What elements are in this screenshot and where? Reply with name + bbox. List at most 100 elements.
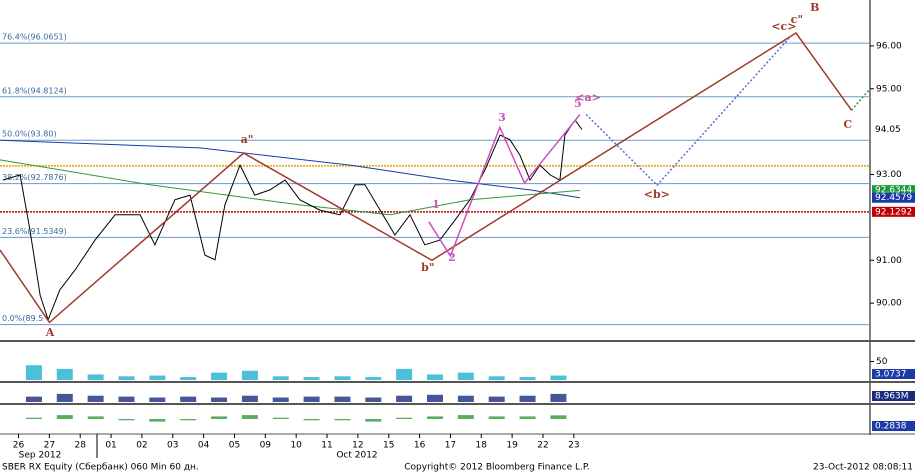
indicator-bar xyxy=(396,417,413,419)
indicator-bar xyxy=(149,419,166,422)
y-tick-label: 90.00 xyxy=(876,299,902,309)
x-tick-label: 04 xyxy=(198,441,210,451)
wave-label: 1 xyxy=(432,198,440,211)
price-tag-label: 94.05 xyxy=(875,125,901,135)
indicator-bar xyxy=(550,415,567,419)
indicator-bar xyxy=(488,416,505,419)
panel-tag-label: 0.2838 xyxy=(875,422,907,432)
wave-label: c" xyxy=(791,13,803,26)
x-tick-label: 23 xyxy=(568,441,579,451)
moving-average xyxy=(0,139,581,199)
x-tick-label: 05 xyxy=(229,441,240,451)
indicator-bar xyxy=(365,397,382,402)
indicator-bar xyxy=(87,395,104,402)
x-tick-label: 10 xyxy=(290,441,302,451)
x-tick-label: 02 xyxy=(136,441,147,451)
price-line xyxy=(2,119,583,322)
indicator-bar xyxy=(118,376,135,380)
panel-tag xyxy=(872,421,915,431)
indicator-bar xyxy=(87,416,104,419)
fib-label: 0.0%(89.5 xyxy=(2,314,43,323)
moving-average xyxy=(0,159,581,216)
indicator-bar xyxy=(211,416,228,419)
price-tag-label: 92.4579 xyxy=(875,193,912,203)
x-tick-label: 03 xyxy=(167,441,178,451)
panel-tag xyxy=(872,369,915,379)
fib-label: 50.0%(93.80) xyxy=(2,130,57,139)
x-tick-label: 01 xyxy=(105,441,116,451)
panel-tag-label: 8.963M xyxy=(875,392,909,402)
wave-label: <b> xyxy=(644,188,670,201)
indicator-bar xyxy=(149,375,166,380)
y-tick-label: 91.00 xyxy=(876,256,902,266)
indicator-bar xyxy=(488,396,505,402)
price-tag xyxy=(872,206,915,217)
wave-label: a" xyxy=(241,133,254,146)
wave-label: <a> xyxy=(575,91,601,104)
indicator-bar xyxy=(118,396,135,402)
indicator-bar xyxy=(211,372,228,380)
indicator-bar xyxy=(56,415,73,419)
indicator-bar xyxy=(427,416,443,419)
price-tag-label: 92.6344 xyxy=(875,186,912,196)
month-label: Oct 2012 xyxy=(336,451,377,461)
indicator-bar xyxy=(25,417,42,419)
indicator-bar xyxy=(241,370,258,380)
indicator-bar xyxy=(272,417,289,419)
panel-tag-label: 3.0737 xyxy=(875,370,907,380)
indicator-bar xyxy=(519,416,536,419)
indicator-bar xyxy=(365,377,382,380)
indicator-bar xyxy=(180,396,197,402)
price-tag-label: 92.1292 xyxy=(875,207,912,217)
x-tick-label: 19 xyxy=(506,441,518,451)
y-tick-label: 95.00 xyxy=(876,84,902,94)
indicator-bar xyxy=(334,396,351,402)
wave-line xyxy=(585,36,791,187)
indicator-bar xyxy=(457,395,474,402)
wave-label: <c> xyxy=(771,20,796,33)
indicator-bar xyxy=(365,419,382,422)
x-tick-label: 27 xyxy=(44,441,55,451)
x-tick-label: 26 xyxy=(13,441,25,451)
wave-line xyxy=(0,31,853,324)
timestamp: 23-Oct-2012 08:08:11 xyxy=(813,463,913,473)
x-tick-label: 22 xyxy=(537,441,548,451)
wave-label: B xyxy=(810,1,819,14)
indicator-bar xyxy=(56,368,73,380)
x-tick-label: 11 xyxy=(321,441,332,451)
indicator-bar xyxy=(303,419,320,421)
wave-label: 3 xyxy=(498,111,506,124)
fib-label: 76.4%(96.0651) xyxy=(2,33,67,42)
wave-label: b" xyxy=(421,261,434,274)
indicator-bar xyxy=(149,397,166,402)
indicator-bar xyxy=(427,394,443,402)
indicator-bar xyxy=(118,419,135,421)
indicator-bar xyxy=(519,395,536,402)
indicator-bar xyxy=(87,374,104,380)
x-tick-label: 17 xyxy=(445,441,456,451)
indicator-bar xyxy=(457,415,474,419)
x-tick-label: 16 xyxy=(414,441,426,451)
indicator-bar xyxy=(427,374,443,380)
x-tick-label: 09 xyxy=(260,441,272,451)
price-tag xyxy=(872,185,915,196)
indicator-bar xyxy=(396,368,413,380)
indicator-bar xyxy=(25,365,42,380)
indicator-bar xyxy=(334,376,351,380)
wave-label: C xyxy=(843,118,852,131)
fib-label: 23.6%(91.5349) xyxy=(2,227,67,236)
indicator-bar xyxy=(488,376,505,380)
y-tick-label: 96.00 xyxy=(876,41,902,51)
price-tag xyxy=(872,124,915,135)
wave-label: 5 xyxy=(574,97,582,110)
indicator-bar xyxy=(334,419,351,421)
wave-line xyxy=(850,88,871,111)
indicator-bar xyxy=(180,377,197,380)
indicator-bar xyxy=(272,376,289,380)
indicator-bar xyxy=(396,395,413,402)
indicator-bar xyxy=(56,393,73,402)
panel-tag xyxy=(872,391,915,401)
indicator-bar xyxy=(550,375,567,380)
indicator-bar xyxy=(457,372,474,380)
panel-tick-label: 50 xyxy=(876,357,888,367)
